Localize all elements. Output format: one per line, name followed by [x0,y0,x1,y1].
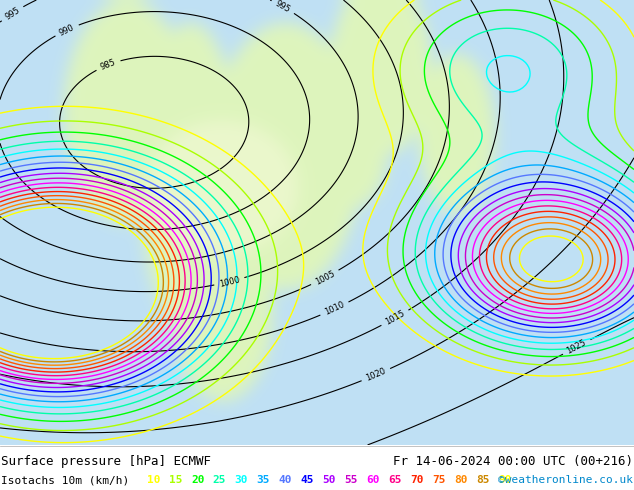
Text: 1025: 1025 [566,338,588,356]
Text: 20: 20 [191,475,204,485]
Text: 30: 30 [235,475,249,485]
Text: Surface pressure [hPa] ECMWF: Surface pressure [hPa] ECMWF [1,455,211,468]
Text: Isotachs 10m (km/h): Isotachs 10m (km/h) [1,475,129,485]
Text: 1005: 1005 [314,269,337,287]
Text: 75: 75 [432,475,446,485]
Text: 1010: 1010 [323,300,346,318]
Text: 25: 25 [213,475,226,485]
Text: 985: 985 [99,58,117,72]
Text: 995: 995 [3,5,22,22]
Text: 990: 990 [58,23,76,37]
Text: 1015: 1015 [384,309,406,327]
Text: ©weatheronline.co.uk: ©weatheronline.co.uk [498,475,633,485]
Text: 80: 80 [454,475,468,485]
Text: 55: 55 [344,475,358,485]
Text: 70: 70 [410,475,424,485]
Text: 60: 60 [366,475,380,485]
Text: 90: 90 [498,475,512,485]
Text: 35: 35 [257,475,270,485]
Text: 1000: 1000 [218,275,241,289]
Text: 45: 45 [301,475,314,485]
Text: 15: 15 [169,475,183,485]
Text: 995: 995 [274,0,292,15]
Text: 1020: 1020 [365,367,387,383]
Text: Fr 14-06-2024 00:00 UTC (00+216): Fr 14-06-2024 00:00 UTC (00+216) [392,455,633,468]
Text: 10: 10 [147,475,160,485]
Text: 50: 50 [323,475,336,485]
Text: 40: 40 [279,475,292,485]
Text: 85: 85 [476,475,489,485]
Text: 65: 65 [388,475,402,485]
